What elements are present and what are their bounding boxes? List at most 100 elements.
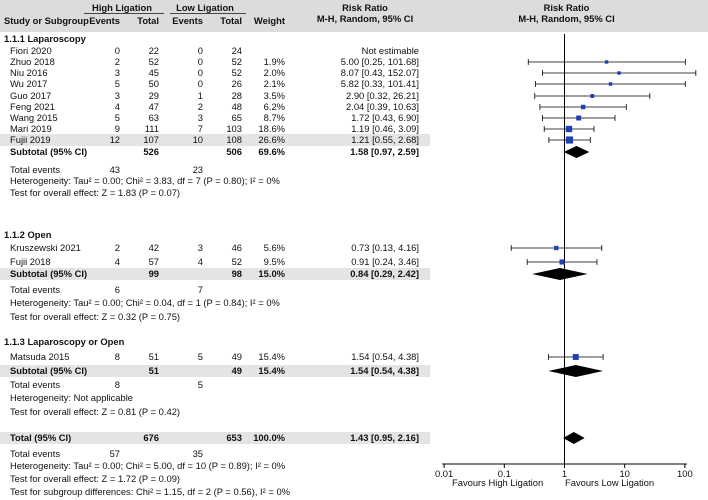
study-name: Fujii 2019 <box>10 134 51 145</box>
high-ligation-header: High Ligation <box>92 2 152 13</box>
low-total: 52 <box>231 67 242 78</box>
subtotal-weight: 69.6% <box>258 146 285 157</box>
high-events: 2 <box>114 242 120 253</box>
weight: 5.6% <box>263 242 285 253</box>
x-tick-label: 10 <box>619 468 629 479</box>
study-name: Kruszewski 2021 <box>10 242 81 253</box>
plot-method: M-H, Random, 95% CI <box>518 13 615 24</box>
study-name: Wang 2015 <box>10 112 58 123</box>
subtotal-high-total: 51 <box>148 365 159 376</box>
total-events-label: Total events <box>10 448 61 459</box>
subtotal-band-open <box>0 268 430 280</box>
high-events: 4 <box>114 256 120 267</box>
low-events: 0 <box>197 45 203 56</box>
subtotal-low-total: 98 <box>231 268 242 279</box>
high-total: 42 <box>148 242 159 253</box>
low-total: 52 <box>231 256 242 267</box>
high-total: 50 <box>148 78 159 89</box>
high-total: 63 <box>148 112 159 123</box>
high-events: 5 <box>114 78 120 89</box>
high-total: 22 <box>148 45 159 56</box>
risk-ratio-ci: 0.91 [0.24, 3.46] <box>351 256 419 267</box>
high-total: 51 <box>148 351 159 362</box>
study-point-estimate <box>572 354 579 360</box>
x-tick-label: 100 <box>677 468 693 479</box>
low-total: 48 <box>231 101 242 112</box>
table-header <box>0 0 708 32</box>
favours-high-label: Favours High Ligation <box>452 477 544 488</box>
study-point-estimate <box>565 136 574 144</box>
high-events: 9 <box>114 123 120 134</box>
high-total: 57 <box>148 256 159 267</box>
total-events-high: 6 <box>114 284 120 295</box>
low-events: 5 <box>197 351 203 362</box>
overall-effect-text: Test for overall effect: Z = 0.32 (P = 0… <box>10 311 181 322</box>
low-events: 3 <box>197 112 203 123</box>
low-events: 1 <box>197 90 203 101</box>
high-total-header: Total <box>137 15 159 26</box>
total-low-total: 653 <box>226 432 242 443</box>
weight: 6.2% <box>263 101 285 112</box>
subtotal-band-lap <box>0 134 430 146</box>
high-total: 52 <box>148 56 159 67</box>
study-name: Fiori 2020 <box>10 45 52 56</box>
total-ci: 1.43 [0.95, 2.16] <box>350 432 419 443</box>
total-events-label: Total events <box>10 164 61 175</box>
subtotal-weight: 15.4% <box>258 365 285 376</box>
heterogeneity-text: Heterogeneity: Not applicable <box>10 392 133 403</box>
weight: 2.1% <box>263 78 285 89</box>
total-band <box>0 432 430 444</box>
total-high-total: 676 <box>143 432 159 443</box>
subtotal-high-total: 99 <box>148 268 159 279</box>
risk-ratio-ci: 1.21 [0.55, 2.68] <box>351 134 419 145</box>
study-name: Matsuda 2015 <box>10 351 70 362</box>
low-total: 49 <box>231 351 242 362</box>
low-events: 0 <box>197 78 203 89</box>
risk-ratio-ci: 1.54 [0.54, 4.38] <box>351 351 419 362</box>
weight: 18.6% <box>258 123 285 134</box>
study-point-estimate <box>565 125 573 133</box>
subtotal-ci: 1.54 [0.54, 4.38] <box>350 365 419 376</box>
study-point-estimate <box>576 115 582 121</box>
total-events-low: 35 <box>192 448 203 459</box>
high-events: 8 <box>114 351 120 362</box>
subtotal-low-total: 49 <box>231 365 242 376</box>
heterogeneity-text: Heterogeneity: Tau² = 0.00; Chi² = 3.83,… <box>10 175 280 186</box>
high-events: 3 <box>114 90 120 101</box>
low-total-header: Total <box>220 15 242 26</box>
study-name: Fujii 2018 <box>10 256 51 267</box>
total-label: Total (95% CI) <box>10 432 72 443</box>
subtotal-weight: 15.0% <box>258 268 285 279</box>
high-events: 12 <box>109 134 120 145</box>
total-overall-effect-text: Test for overall effect: Z = 1.72 (P = 0… <box>10 473 181 484</box>
weight: 8.7% <box>263 112 285 123</box>
group-title-lap-open: 1.1.3 Laparoscopy or Open <box>4 336 125 347</box>
low-events-header: Events <box>172 15 203 26</box>
total-events-high: 57 <box>109 448 120 459</box>
subgroup-differences-text: Test for subgroup differences: Chi² = 1.… <box>10 486 291 497</box>
total-events-high: 43 <box>109 164 120 175</box>
study-point-estimate <box>554 245 559 251</box>
subtotal-ci: 1.58 [0.97, 2.59] <box>350 146 419 157</box>
subtotal-low-total: 506 <box>226 146 242 157</box>
overall-effect-text: Test for overall effect: Z = 0.81 (P = 0… <box>10 406 181 417</box>
x-tick-label: 1 <box>562 468 567 479</box>
low-events: 3 <box>197 242 203 253</box>
favours-low-label: Favours Low Ligation <box>565 477 655 488</box>
study-point-estimate <box>590 94 595 98</box>
group-title-open: 1.1.2 Open <box>4 229 52 240</box>
high-events: 0 <box>114 45 120 56</box>
total-heterogeneity-text: Heterogeneity: Tau² = 0.00; Chi² = 5.00,… <box>10 460 286 471</box>
overall-effect-text: Test for overall effect: Z = 1.83 (P = 0… <box>10 187 181 198</box>
weight: 9.5% <box>263 256 285 267</box>
low-total: 24 <box>231 45 242 56</box>
rr-method: M-H, Random, 95% CI <box>316 13 414 24</box>
low-total: 26 <box>231 78 242 89</box>
x-tick-label: 0.01 <box>435 468 453 479</box>
total-events-label: Total events <box>10 284 61 295</box>
subtotal-high-total: 526 <box>143 146 159 157</box>
subtotal-ci: 0.84 [0.29, 2.42] <box>350 268 419 279</box>
risk-ratio-ci: 5.82 [0.33, 101.41] <box>340 78 419 89</box>
low-total: 65 <box>231 112 242 123</box>
